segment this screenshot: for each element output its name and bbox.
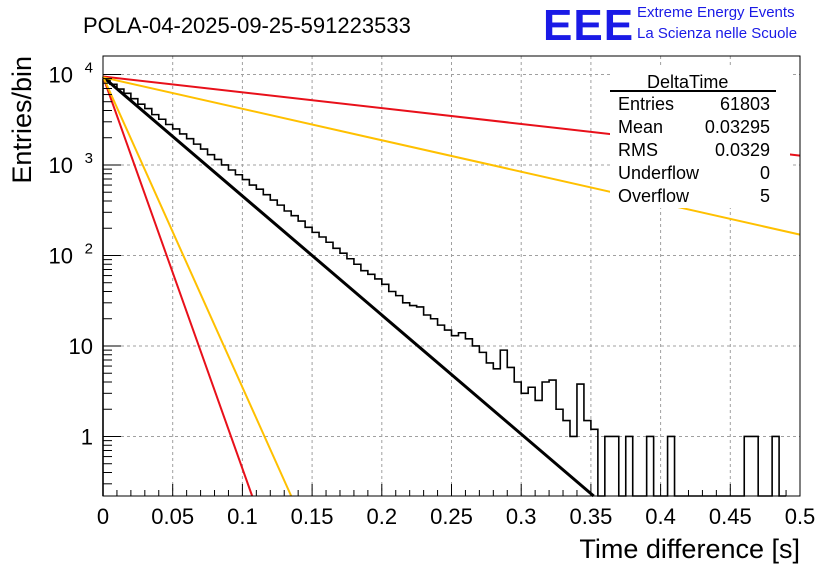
stats-label: Entries (618, 94, 674, 114)
x-tick-label: 0.05 (151, 504, 194, 529)
y-axis-title: Entries/bin (7, 56, 37, 184)
histogram-outline (102, 78, 787, 497)
y-tick-label: 10 (49, 153, 73, 178)
series-fit (102, 75, 595, 498)
stats-label: Mean (618, 117, 663, 137)
series-yellow-slow (102, 76, 801, 236)
y-tick-label: 10 (69, 334, 93, 359)
x-tick-label: 0.1 (227, 504, 258, 529)
x-tick-label: 0.35 (569, 504, 612, 529)
y-tick-exponent: 2 (85, 240, 93, 257)
x-tick-label: 0.4 (645, 504, 676, 529)
series-yellow-fast (102, 76, 293, 497)
x-tick-label: 0.2 (367, 504, 398, 529)
stats-label: RMS (618, 140, 658, 160)
y-tick-exponent: 4 (85, 59, 93, 76)
y-tick-label: 10 (49, 62, 73, 87)
axes: 0 0.05 0.1 0.15 0.2 0.25 0.3 0.35 0.4 0.45 0.5 1 10 1… (49, 59, 816, 529)
x-tick-label: 0.3 (506, 504, 537, 529)
histogram (102, 78, 787, 497)
y-tick-label: 10 (49, 243, 73, 268)
x-tick-label: 0.25 (430, 504, 473, 529)
stats-label: Underflow (618, 163, 700, 183)
x-axis-title: Time difference [s] (579, 534, 800, 564)
y-tick-label: 1 (81, 424, 93, 449)
stats-value: 61803 (720, 94, 770, 114)
stats-label: Overflow (618, 186, 690, 206)
stats-title: DeltaTime (647, 72, 728, 92)
x-tick-label: 0.45 (709, 504, 752, 529)
series-red-fast (102, 76, 254, 497)
eee-logo: EEE (543, 1, 634, 50)
stats-value: 0.0329 (715, 140, 770, 160)
stats-value: 0 (760, 163, 770, 183)
chart-title: POLA-04-2025-09-25-591223533 (83, 13, 411, 38)
logo-line-2: La Scienza nelle Scuole (637, 25, 797, 42)
fit-curves (102, 75, 801, 498)
stats-value: 0.03295 (705, 117, 770, 137)
y-tick-exponent: 3 (85, 150, 93, 167)
x-tick-label: 0 (97, 504, 109, 529)
x-tick-label: 0.5 (785, 504, 816, 529)
stats-value: 5 (760, 186, 770, 206)
x-tick-label: 0.15 (291, 504, 334, 529)
logo-line-1: Extreme Energy Events (637, 4, 795, 21)
